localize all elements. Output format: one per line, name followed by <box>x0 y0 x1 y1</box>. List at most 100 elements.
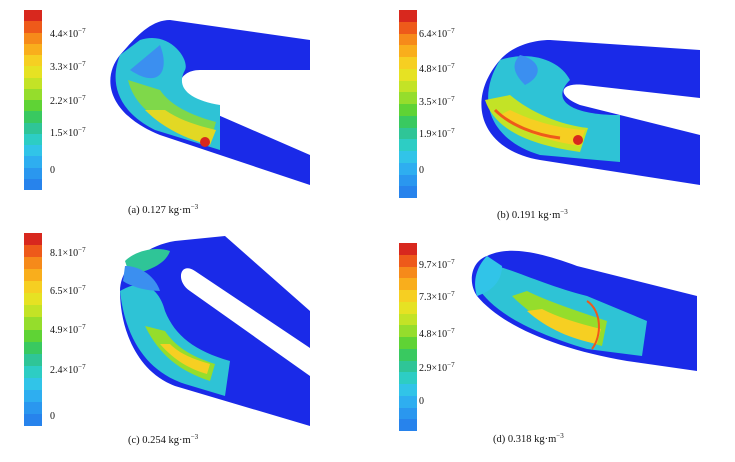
colorbar-segment <box>399 127 417 140</box>
colorbar-segment <box>399 325 417 337</box>
colorbar-segment <box>24 111 42 123</box>
colorbar-segment <box>24 377 42 390</box>
colorbar-segment <box>399 254 417 267</box>
colorbar-tick: 3.3×10−7 <box>50 60 86 73</box>
colorbar-tick: 4.9×10−7 <box>50 323 86 336</box>
colorbar-segment <box>24 77 42 89</box>
panel-a: 4.4×10−7 3.3×10−7 2.2×10−7 1.5×10−7 0 (a… <box>0 0 360 225</box>
pipe-contour-d <box>471 250 697 371</box>
colorbar-segment <box>399 151 417 163</box>
caption: (b) 0.191 kg·m−3 <box>497 208 568 222</box>
colorbar-segment <box>399 419 417 431</box>
pipe-contour-a <box>110 20 310 185</box>
colorbar-tick: 6.4×10−7 <box>419 27 455 40</box>
colorbar-segment <box>399 162 417 175</box>
colorbar-segment <box>399 407 417 420</box>
colorbar-segment <box>24 317 42 330</box>
colorbar-segment <box>399 174 417 187</box>
colorbar <box>24 233 42 426</box>
colorbar <box>24 10 42 190</box>
colorbar-segment <box>24 66 42 78</box>
pipe-contour-c <box>120 236 310 426</box>
colorbar-segment <box>24 10 42 22</box>
colorbar-segment <box>24 156 42 168</box>
colorbar-tick: 4.4×10−7 <box>50 27 86 40</box>
colorbar-segment <box>24 401 42 414</box>
colorbar-segment <box>24 281 42 294</box>
colorbar-segment <box>399 290 417 302</box>
colorbar-segment <box>24 293 42 306</box>
panel-b: 6.4×10−7 4.8×10−7 3.5×10−7 1.9×10−7 0 (b… <box>375 0 735 225</box>
colorbar-segment <box>24 43 42 55</box>
colorbar-segment <box>24 32 42 44</box>
colorbar-segment <box>399 266 417 279</box>
colorbar-segment <box>399 115 417 128</box>
colorbar-segment <box>24 257 42 270</box>
colorbar-segment <box>399 313 417 326</box>
colorbar-segment <box>399 45 417 57</box>
colorbar-segment <box>399 10 417 22</box>
colorbar-segment <box>399 384 417 396</box>
colorbar-tick: 7.3×10−7 <box>419 290 455 303</box>
colorbar-segment <box>24 145 42 157</box>
colorbar-segment <box>24 353 42 366</box>
colorbar-tick: 9.7×10−7 <box>419 258 455 271</box>
colorbar-tick: 2.9×10−7 <box>419 361 455 374</box>
colorbar-segment <box>399 243 417 255</box>
colorbar-segment <box>24 329 42 342</box>
colorbar-segment <box>399 68 417 81</box>
colorbar-tick: 6.5×10−7 <box>50 284 86 297</box>
colorbar-segment <box>24 88 42 100</box>
colorbar-segment <box>24 100 42 112</box>
colorbar-segment <box>399 372 417 384</box>
colorbar-segment <box>24 341 42 354</box>
colorbar-tick: 3.5×10−7 <box>419 95 455 108</box>
colorbar-segment <box>24 133 42 145</box>
colorbar-segment <box>399 360 417 373</box>
colorbar-segment <box>399 139 417 151</box>
pipe-contour-b <box>481 40 700 185</box>
panel-d: 9.7×10−7 7.3×10−7 4.8×10−7 2.9×10−7 0 (d… <box>375 231 735 456</box>
colorbar-segment <box>399 186 417 198</box>
colorbar-segment <box>399 57 417 69</box>
colorbar-segment <box>399 92 417 104</box>
colorbar-segment <box>24 269 42 282</box>
colorbar-segment <box>399 348 417 361</box>
colorbar-tick: 1.9×10−7 <box>419 127 455 140</box>
colorbar-segment <box>24 167 42 179</box>
colorbar-segment <box>24 55 42 67</box>
panel-c: 8.1×10−7 6.5×10−7 4.9×10−7 2.4×10−7 0 (c… <box>0 231 360 456</box>
colorbar-tick: 0 <box>50 165 55 176</box>
caption: (d) 0.318 kg·m−3 <box>493 432 564 446</box>
colorbar <box>399 10 417 198</box>
colorbar-segment <box>24 365 42 378</box>
caption: (c) 0.254 kg·m−3 <box>128 433 199 447</box>
colorbar-segment <box>24 413 42 426</box>
colorbar-tick: 1.5×10−7 <box>50 126 86 139</box>
colorbar-tick: 2.2×10−7 <box>50 94 86 107</box>
colorbar-segment <box>24 233 42 246</box>
colorbar-segment <box>24 305 42 318</box>
colorbar-tick: 8.1×10−7 <box>50 246 86 259</box>
colorbar-segment <box>399 21 417 34</box>
colorbar-segment <box>399 395 417 408</box>
colorbar-segment <box>399 301 417 314</box>
colorbar-segment <box>399 104 417 116</box>
caption: (a) 0.127 kg·m−3 <box>128 203 199 217</box>
colorbar-segment <box>24 245 42 258</box>
colorbar-segment <box>24 21 42 33</box>
colorbar-segment <box>399 80 417 93</box>
colorbar-tick: 0 <box>50 411 55 422</box>
colorbar-segment <box>24 122 42 134</box>
colorbar-tick: 2.4×10−7 <box>50 363 86 376</box>
colorbar-segment <box>399 278 417 290</box>
colorbar-segment <box>399 337 417 349</box>
colorbar-tick: 0 <box>419 396 424 407</box>
colorbar-segment <box>24 178 42 190</box>
colorbar-tick: 4.8×10−7 <box>419 62 455 75</box>
colorbar-tick: 0 <box>419 165 424 176</box>
colorbar-tick: 4.8×10−7 <box>419 327 455 340</box>
colorbar <box>399 243 417 431</box>
colorbar-segment <box>399 33 417 46</box>
colorbar-segment <box>24 389 42 402</box>
